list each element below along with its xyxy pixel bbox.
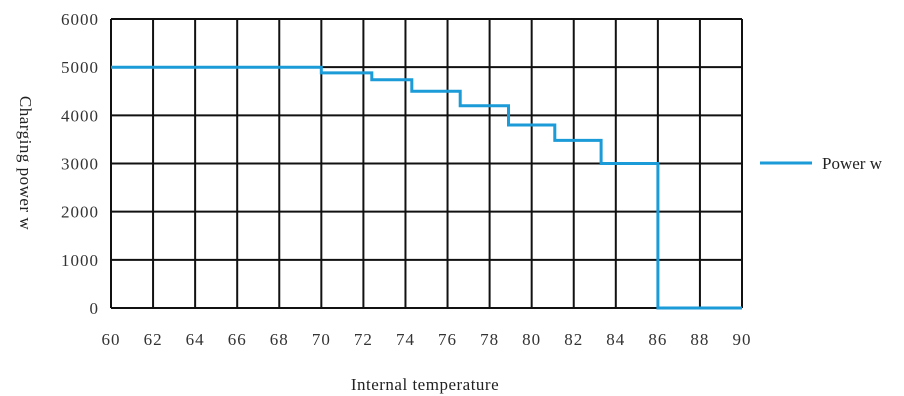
y-tick-label: 0: [90, 299, 100, 318]
x-tick-label: 82: [564, 330, 583, 349]
y-tick-label: 5000: [61, 58, 99, 77]
chart-legend: Power w: [760, 154, 883, 173]
x-tick-label: 70: [312, 330, 331, 349]
x-tick-label: 62: [144, 330, 163, 349]
y-tick-label: 4000: [61, 106, 99, 125]
x-axis-ticks: 60 62 64 66 68 70 72 74 76 78 80 82 84 86 88 90: [102, 330, 752, 349]
series-line-power: [111, 65, 742, 310]
y-axis-ticks: 6000 5000 4000 3000 2000 1000 0: [61, 10, 100, 318]
y-tick-label: 3000: [61, 155, 99, 174]
x-tick-label: 84: [606, 330, 625, 349]
x-tick-label: 72: [354, 330, 373, 349]
x-tick-label: 86: [648, 330, 667, 349]
x-tick-label: 60: [102, 330, 121, 349]
y-tick-label: 2000: [61, 203, 99, 222]
y-tick-label: 6000: [61, 10, 99, 29]
x-tick-label: 80: [522, 330, 541, 349]
x-tick-label: 76: [438, 330, 457, 349]
x-tick-label: 68: [270, 330, 289, 349]
y-axis-title: Charging power w: [16, 96, 35, 230]
x-tick-label: 74: [396, 330, 415, 349]
y-tick-label: 1000: [61, 251, 99, 270]
legend-label-power: Power w: [822, 154, 883, 173]
x-axis-title: Internal temperature: [351, 375, 499, 394]
x-tick-label: 90: [733, 330, 752, 349]
x-tick-label: 66: [228, 330, 247, 349]
x-tick-label: 88: [690, 330, 709, 349]
x-tick-label: 78: [480, 330, 499, 349]
x-tick-label: 64: [186, 330, 205, 349]
series-layer: [111, 65, 742, 310]
